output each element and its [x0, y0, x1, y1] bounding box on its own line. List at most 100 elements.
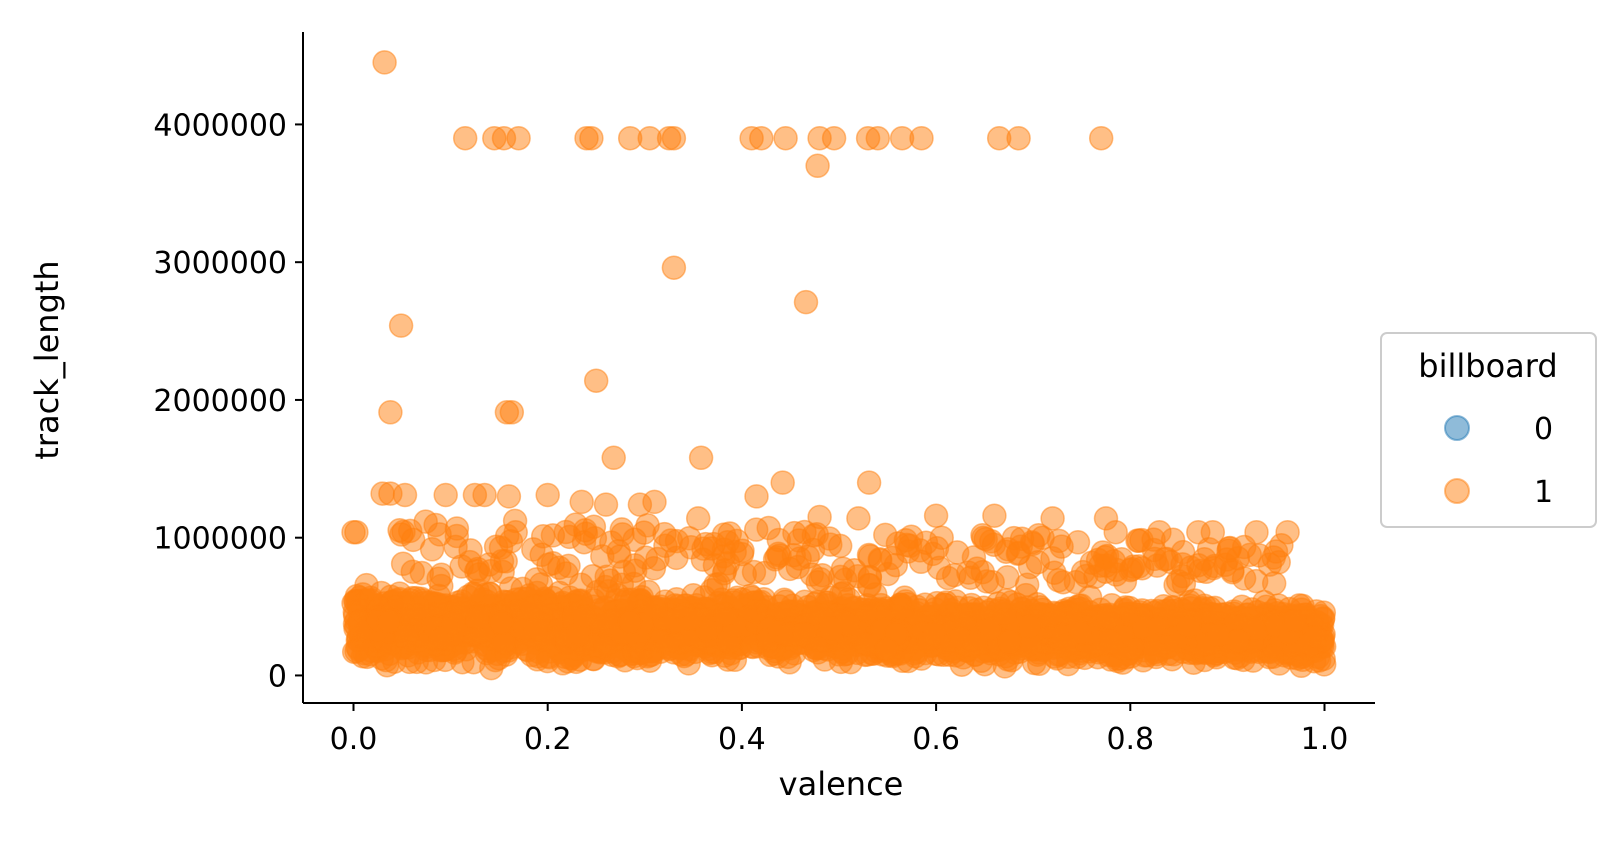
data-point — [961, 545, 987, 570]
data-point — [593, 636, 618, 661]
data-point — [1263, 539, 1289, 564]
data-point — [744, 484, 769, 509]
x-axis-label: valence — [779, 765, 904, 803]
data-point — [515, 637, 540, 663]
data-point — [1261, 571, 1287, 596]
data-point — [493, 549, 518, 574]
data-point — [688, 445, 714, 471]
data-point — [491, 630, 517, 656]
data-point — [429, 562, 454, 588]
data-point — [1147, 519, 1172, 545]
data-point — [617, 609, 643, 635]
data-point — [1017, 614, 1043, 639]
data-point — [433, 482, 458, 508]
data-point — [1244, 519, 1269, 545]
data-point — [1143, 639, 1168, 665]
data-point — [868, 547, 893, 573]
data-point — [499, 400, 525, 425]
data-point — [821, 125, 847, 151]
x-tick-label: 1.0 — [1301, 722, 1349, 757]
data-point — [685, 506, 711, 531]
y-axis-label: track_length — [28, 260, 66, 459]
data-point — [982, 503, 1007, 528]
data-point — [856, 470, 882, 495]
legend-frame — [1380, 332, 1597, 528]
data-point — [1289, 653, 1314, 679]
data-point — [801, 600, 826, 626]
data-point — [749, 125, 774, 151]
data-point — [711, 522, 737, 547]
data-point — [828, 564, 853, 590]
data-point — [530, 524, 556, 549]
data-point — [579, 125, 604, 151]
data-point — [569, 489, 594, 515]
data-point — [642, 489, 667, 515]
data-point — [1052, 633, 1078, 659]
x-tick-label: 0.0 — [330, 722, 378, 757]
data-point — [664, 528, 690, 554]
x-tick-label: 0.6 — [912, 722, 960, 757]
data-point — [827, 533, 853, 559]
data-point — [1176, 613, 1202, 639]
data-point — [1103, 519, 1128, 545]
data-point — [372, 50, 397, 75]
data-point — [1200, 519, 1226, 545]
data-point — [713, 602, 739, 627]
data-point — [661, 125, 687, 151]
y-tick-label: 1000000 — [153, 522, 287, 557]
y-tick-label: 4000000 — [153, 108, 287, 143]
data-point — [488, 610, 514, 635]
legend-label-1: 1 — [1534, 475, 1553, 510]
data-point — [377, 641, 402, 667]
data-point — [941, 562, 967, 588]
data-point — [1260, 644, 1286, 669]
data-point — [1282, 608, 1308, 633]
data-point — [933, 592, 958, 618]
data-point — [1112, 569, 1138, 594]
data-point — [519, 596, 544, 621]
data-point — [853, 597, 878, 623]
data-point — [1040, 506, 1065, 531]
data-point — [593, 492, 619, 517]
y-ticks: 0 1000000 2000000 3000000 4000000 — [153, 108, 303, 694]
legend-marker-1 — [1444, 478, 1470, 504]
data-point — [413, 509, 438, 534]
data-point — [889, 595, 914, 621]
data-point — [465, 605, 490, 630]
data-point — [1083, 564, 1108, 589]
data-point — [1049, 534, 1074, 559]
data-point — [535, 482, 560, 508]
data-point — [452, 125, 478, 151]
data-point — [444, 516, 470, 541]
data-point — [496, 484, 522, 509]
data-point — [962, 631, 988, 656]
data-point — [770, 470, 795, 495]
data-point — [378, 400, 403, 425]
legend-title: billboard — [1418, 347, 1557, 385]
data-point — [568, 572, 594, 597]
data-point — [921, 621, 947, 647]
data-point — [376, 609, 402, 635]
data-point — [805, 153, 830, 179]
data-points — [341, 50, 1337, 681]
data-point — [909, 125, 934, 151]
data-point — [392, 482, 418, 508]
data-point — [785, 554, 811, 580]
data-point — [645, 546, 670, 572]
data-point — [1240, 648, 1266, 673]
data-point — [743, 517, 769, 542]
data-point — [400, 527, 426, 553]
data-point — [971, 595, 997, 621]
legend: billboard 0 1 — [1380, 332, 1597, 528]
data-point — [506, 125, 531, 151]
data-point — [441, 610, 466, 636]
data-point — [773, 125, 798, 151]
data-point — [818, 616, 843, 641]
data-point — [1068, 620, 1094, 646]
data-point — [388, 313, 414, 338]
data-point — [637, 648, 663, 673]
data-point — [601, 445, 626, 471]
data-point — [923, 503, 949, 528]
data-point — [805, 569, 830, 595]
data-point — [865, 125, 891, 151]
